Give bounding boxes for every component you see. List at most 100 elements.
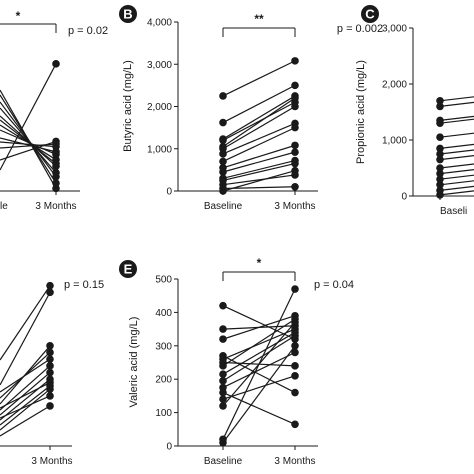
panel-d-series-line: [0, 385, 51, 426]
panel-b-point-baseline: [219, 92, 227, 100]
panel-e-point-3m: [291, 331, 299, 340]
panel-e-badge: [119, 260, 137, 278]
panel-a-point-3m: [52, 60, 60, 68]
panel-b-series-line: [222, 105, 296, 150]
panel-e-series-line: [222, 335, 296, 382]
panel-e-point-baseline: [219, 325, 227, 333]
panel-e-y-tick-label: 300: [155, 341, 172, 352]
panel-c-series-line: [439, 163, 474, 169]
panel-b-series-line: [222, 122, 296, 155]
panel-b-point-3m: [291, 81, 299, 90]
panel-d-series-line: [0, 395, 51, 419]
panel-c-series-line: [439, 149, 474, 155]
panel-b-point-baseline: [219, 150, 227, 158]
panel-e-point-baseline: [219, 395, 227, 404]
panel-b-y-tick-label: 4,000: [147, 18, 172, 29]
panel-c-series-line: [439, 132, 474, 138]
panel-e-point-3m: [291, 420, 299, 429]
panel-b-point-3m: [291, 148, 299, 156]
panel-e-point-baseline: [219, 438, 227, 447]
panel-e-series-line: [222, 318, 296, 367]
panel-b-point-baseline: [219, 187, 227, 195]
panel-e-badge-label: E: [124, 262, 133, 277]
panel-b-series-line: [222, 170, 296, 192]
panel-c-series-line: [439, 180, 474, 186]
panel-d-series-line: [0, 388, 51, 431]
panel-b-y-tick-label: 1,000: [147, 144, 172, 155]
panel-a-x-tick-label: le: [0, 201, 8, 212]
panel-a-point-3m: [52, 184, 60, 193]
panel-e-point-3m: [291, 372, 299, 380]
panel-d-point-3m: [46, 281, 54, 290]
panel-d-x-tick-label: 3 Months: [31, 456, 72, 467]
panel-d-point-3m: [46, 368, 54, 377]
panel-e-y-tick-label: 200: [155, 375, 172, 386]
panel-b-series-line: [222, 95, 296, 140]
panel-d-point-3m: [46, 342, 54, 350]
panel-d-point-3m: [46, 385, 54, 394]
panel-e-series-line: [222, 288, 296, 440]
panel-e-point-baseline: [219, 377, 227, 385]
panel-b-point-3m: [291, 57, 299, 65]
panel-e-y-tick-label: 400: [155, 308, 172, 319]
panel-b-series-line: [222, 159, 296, 179]
panel-b-series-line: [222, 151, 296, 173]
panel-d-series-line: [0, 372, 51, 416]
panel-e-point-3m: [291, 342, 299, 350]
panel-e-point-baseline: [219, 402, 227, 410]
panel-b-point-3m: [291, 123, 299, 132]
panel-b-x-tick-label: Baseline: [204, 201, 243, 212]
panel-a-series-line: [0, 143, 57, 149]
panel-e-y-tick-label: 100: [155, 408, 172, 419]
panel-b-point-baseline: [219, 157, 227, 166]
panel-e-point-3m: [291, 388, 299, 397]
panel-c-point-baseline: [436, 119, 444, 127]
panel-b-series-line: [222, 144, 296, 169]
panel-b-x-tick-label: 3 Months: [274, 201, 315, 212]
panel-b-point-3m: [291, 166, 299, 175]
panel-b-series-line: [222, 60, 296, 97]
panel-e-series-line: [222, 392, 296, 425]
panel-b-y-tick-label: 3,000: [147, 60, 172, 71]
panel-b-series-line: [222, 162, 296, 182]
panel-e-point-baseline: [219, 355, 227, 363]
panel-c-y-tick-label: 3,000: [382, 24, 407, 35]
panel-b-series-line: [222, 84, 296, 124]
panel-c-y-tick-label: 2,000: [382, 80, 407, 91]
panel-e-p-value: p = 0.04: [314, 279, 354, 291]
panel-d-point-3m: [46, 402, 54, 410]
panel-a-point-3m: [52, 142, 60, 151]
panel-b-significance: **: [254, 12, 264, 26]
panel-e-series-line: [222, 375, 296, 400]
panel-d-series-line: [0, 405, 51, 437]
panel-e-series-line: [222, 355, 296, 394]
panel-b-series-line: [222, 127, 296, 162]
panel-e-series-line: [222, 315, 296, 340]
panel-e-point-baseline: [219, 362, 227, 370]
panel-c-series-line: [439, 155, 474, 161]
panel-e-point-3m: [291, 362, 299, 370]
panel-d-series-line: [0, 378, 51, 421]
panel-c-x-tick-label: Baseli: [440, 206, 467, 217]
panel-a-significance: *: [16, 9, 21, 23]
panel-c-series-line: [439, 101, 474, 107]
panel-d-p-value: p = 0.15: [64, 279, 104, 291]
panel-a-point-3m: [52, 162, 60, 171]
panel-c-series-line: [439, 115, 474, 121]
panel-e-series-line: [222, 345, 296, 444]
panel-e-point-baseline: [219, 301, 227, 310]
panel-e-series-line: [222, 331, 296, 375]
panel-e-point-3m: [291, 325, 299, 333]
panel-e-y-tick-label: 0: [166, 442, 172, 453]
panel-e-point-3m: [291, 348, 299, 357]
panel-b-point-baseline: [219, 136, 227, 145]
panel-c-point-baseline: [436, 155, 444, 164]
panel-c-badge-label: C: [365, 7, 375, 22]
panel-c-series-line: [439, 185, 474, 191]
panel-e-y-tick-label: 500: [155, 275, 172, 286]
panel-c-y-axis-title: Propionic acid (mg/L): [355, 60, 367, 164]
panel-a-series-line: [0, 137, 57, 153]
panel-b-series-line: [222, 174, 296, 186]
panel-c-series-line: [439, 118, 474, 124]
